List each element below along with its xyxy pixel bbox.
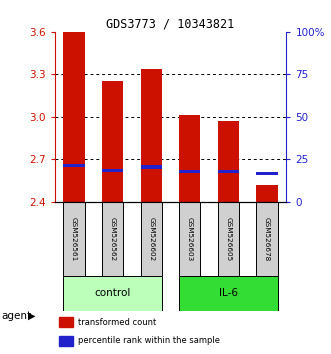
Bar bbox=[179, 276, 278, 311]
Text: GSM526602: GSM526602 bbox=[148, 217, 154, 261]
Text: agent: agent bbox=[2, 311, 32, 321]
Text: percentile rank within the sample: percentile rank within the sample bbox=[78, 336, 220, 345]
Text: IL-6: IL-6 bbox=[219, 289, 238, 298]
Bar bbox=[141, 202, 162, 276]
Bar bbox=[63, 32, 84, 202]
Bar bbox=[179, 202, 200, 276]
Text: transformed count: transformed count bbox=[78, 318, 156, 327]
Text: ▶: ▶ bbox=[27, 311, 35, 321]
Bar bbox=[257, 202, 278, 276]
Text: GSM526678: GSM526678 bbox=[264, 217, 270, 261]
Title: GDS3773 / 10343821: GDS3773 / 10343821 bbox=[106, 18, 235, 31]
Text: GSM526605: GSM526605 bbox=[225, 217, 231, 261]
Text: GSM526561: GSM526561 bbox=[71, 217, 77, 261]
Bar bbox=[218, 170, 239, 173]
Bar bbox=[179, 115, 200, 202]
Bar bbox=[59, 318, 73, 327]
Bar bbox=[179, 170, 200, 173]
Bar bbox=[63, 202, 84, 276]
Bar bbox=[257, 185, 278, 202]
Bar bbox=[257, 172, 278, 175]
Bar bbox=[102, 81, 123, 202]
Bar bbox=[63, 276, 162, 311]
Bar bbox=[102, 202, 123, 276]
Bar bbox=[141, 69, 162, 202]
Bar bbox=[218, 121, 239, 202]
Bar bbox=[218, 202, 239, 276]
Text: control: control bbox=[94, 289, 131, 298]
Text: GSM526603: GSM526603 bbox=[187, 217, 193, 261]
Bar bbox=[59, 336, 73, 346]
Bar bbox=[141, 165, 162, 169]
Bar bbox=[102, 169, 123, 172]
Text: GSM526562: GSM526562 bbox=[110, 217, 116, 261]
Bar bbox=[63, 164, 84, 167]
